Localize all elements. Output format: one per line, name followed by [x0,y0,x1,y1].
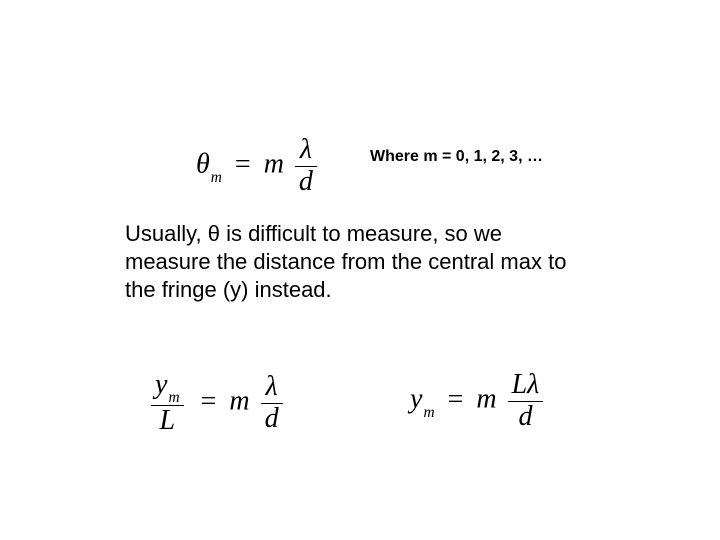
body-line-3: the fringe (y) instead. [125,277,332,302]
eq3-lhs-sub: m [423,404,434,421]
eq3-lhs-var: y [410,384,422,415]
where-note: Where m = 0, 1, 2, 3, … [370,148,543,166]
eq2-rhs-coeff: m [229,386,249,417]
eq2-lhs-num: ym [151,370,184,406]
eq1-frac-num: λ [295,135,317,167]
eq2-lhs-fraction: ym L [151,370,184,436]
eq1-rhs-coeff: m [264,149,284,180]
eq3-eq-sign: = [448,384,464,415]
eq2-lhs-num-sub: m [168,389,179,406]
equation-ym-over-l: ym L = m λ d [147,370,287,436]
eq3-rhs-fraction: Lλ d [508,370,544,433]
eq2-lhs-num-var: y [155,369,167,400]
eq1-frac-den: d [295,167,317,198]
body-line-2: measure the distance from the central ma… [125,249,566,274]
slide: { "background_color": "#ffffff", "text_c… [0,0,720,540]
equation-ym: ym = m Lλ d [410,370,547,433]
eq3-rhs-den: d [508,402,544,433]
eq2-rhs-fraction: λ d [261,372,283,435]
body-line-1: Usually, θ is difficult to measure, so w… [125,221,502,246]
body-paragraph: Usually, θ is difficult to measure, so w… [125,220,615,304]
eq1-lhs-sub: m [211,169,222,186]
eq1-fraction: λ d [295,135,317,198]
eq3-rhs-num: Lλ [508,370,544,402]
equation-theta: θm = m λ d [196,135,321,198]
where-note-text: Where m = 0, 1, 2, 3, … [370,148,543,165]
eq2-eq-sign: = [201,386,217,417]
eq3-rhs-coeff: m [476,384,496,415]
eq2-lhs-den: L [151,406,184,437]
eq1-lhs-var: θ [196,149,210,180]
eq1-eq-sign: = [235,149,251,180]
eq2-rhs-num: λ [261,372,283,404]
eq2-rhs-den: d [261,404,283,435]
